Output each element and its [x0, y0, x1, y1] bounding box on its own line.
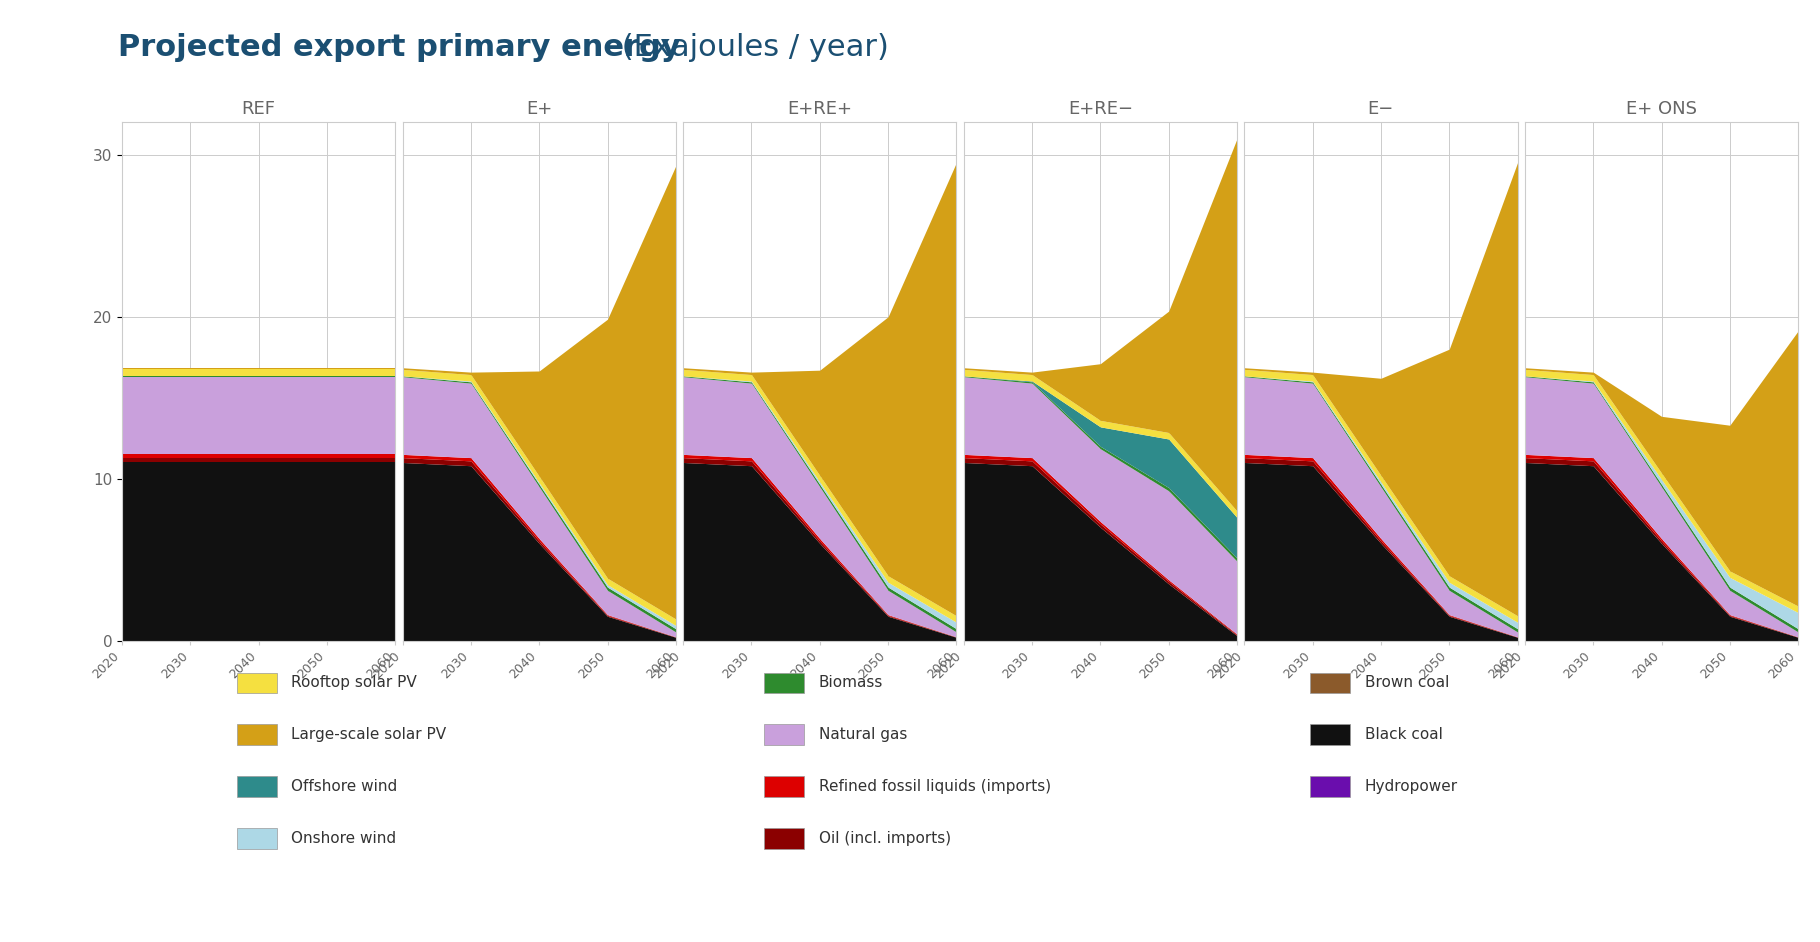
Text: Biomass: Biomass	[819, 675, 883, 690]
Title: E+RE+: E+RE+	[788, 100, 852, 118]
Text: Onshore wind: Onshore wind	[291, 831, 397, 846]
Text: Oil (incl. imports): Oil (incl. imports)	[819, 831, 952, 846]
Title: E+RE−: E+RE−	[1068, 100, 1132, 118]
Text: Projected export primary energy: Projected export primary energy	[118, 33, 681, 62]
Text: (Exajoules / year): (Exajoules / year)	[612, 33, 888, 62]
Title: E+ ONS: E+ ONS	[1625, 100, 1696, 118]
Title: E−: E−	[1369, 100, 1394, 118]
Text: Rooftop solar PV: Rooftop solar PV	[291, 675, 417, 690]
Title: E+: E+	[526, 100, 551, 118]
Title: REF: REF	[242, 100, 275, 118]
Text: Natural gas: Natural gas	[819, 727, 908, 742]
Text: Large-scale solar PV: Large-scale solar PV	[291, 727, 446, 742]
Text: Black coal: Black coal	[1365, 727, 1443, 742]
Text: Brown coal: Brown coal	[1365, 675, 1449, 690]
Text: Hydropower: Hydropower	[1365, 779, 1458, 794]
Text: Refined fossil liquids (imports): Refined fossil liquids (imports)	[819, 779, 1052, 794]
Text: Offshore wind: Offshore wind	[291, 779, 397, 794]
